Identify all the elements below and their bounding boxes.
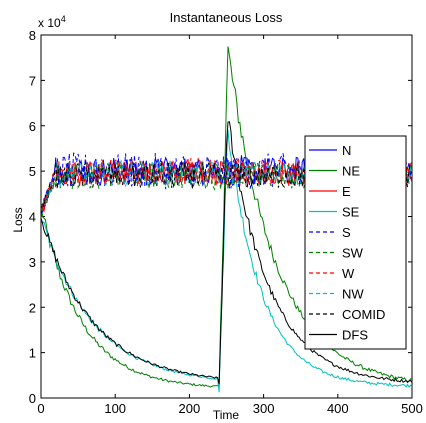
y-tick-label: 2: [29, 300, 36, 315]
y-tick-label: 1: [29, 346, 36, 361]
y-multiplier-exp: 4: [61, 14, 66, 24]
x-tick-label: 0: [37, 401, 44, 416]
legend-label-nw: NW: [342, 287, 364, 302]
y-multiplier-base: x 10: [38, 16, 61, 30]
legend-label-s: S: [342, 225, 351, 240]
y-tick-label: 7: [29, 73, 36, 88]
y-tick-label: 8: [29, 28, 36, 43]
series-line-w: [41, 155, 412, 207]
legend-box: [304, 135, 407, 350]
x-tick-label: 300: [253, 401, 275, 416]
series-line-sw: [41, 161, 412, 218]
legend: N NE E SE S SW W NW COMID DFS: [304, 135, 407, 350]
legend-label-comid: COMID: [342, 307, 385, 322]
legend-label-se: SE: [342, 205, 360, 220]
legend-label-n: N: [342, 143, 351, 158]
x-tick-label: 200: [179, 401, 201, 416]
y-axis-label: Loss: [11, 207, 25, 232]
x-tick-label: 500: [401, 401, 423, 416]
y-multiplier: x 104: [38, 14, 66, 30]
legend-label-ne: NE: [342, 164, 360, 179]
x-tick-label: 400: [327, 401, 349, 416]
y-tick-label: 3: [29, 255, 36, 270]
y-tick-label: 5: [29, 164, 36, 179]
legend-label-e: E: [342, 184, 351, 199]
series-line-dfs: [41, 121, 412, 385]
chart-title: Instantaneous Loss: [170, 10, 283, 25]
legend-label-w: W: [342, 266, 355, 281]
x-tick-label: 100: [104, 401, 126, 416]
series-line-ne: [41, 46, 412, 388]
y-tick-label: 4: [29, 210, 36, 225]
x-axis-label: Time: [213, 408, 240, 422]
legend-label-sw: SW: [342, 246, 364, 261]
y-tick-label: 6: [29, 119, 36, 134]
y-tick-label: 0: [29, 391, 36, 406]
legend-label-dfs: DFS: [342, 328, 368, 343]
